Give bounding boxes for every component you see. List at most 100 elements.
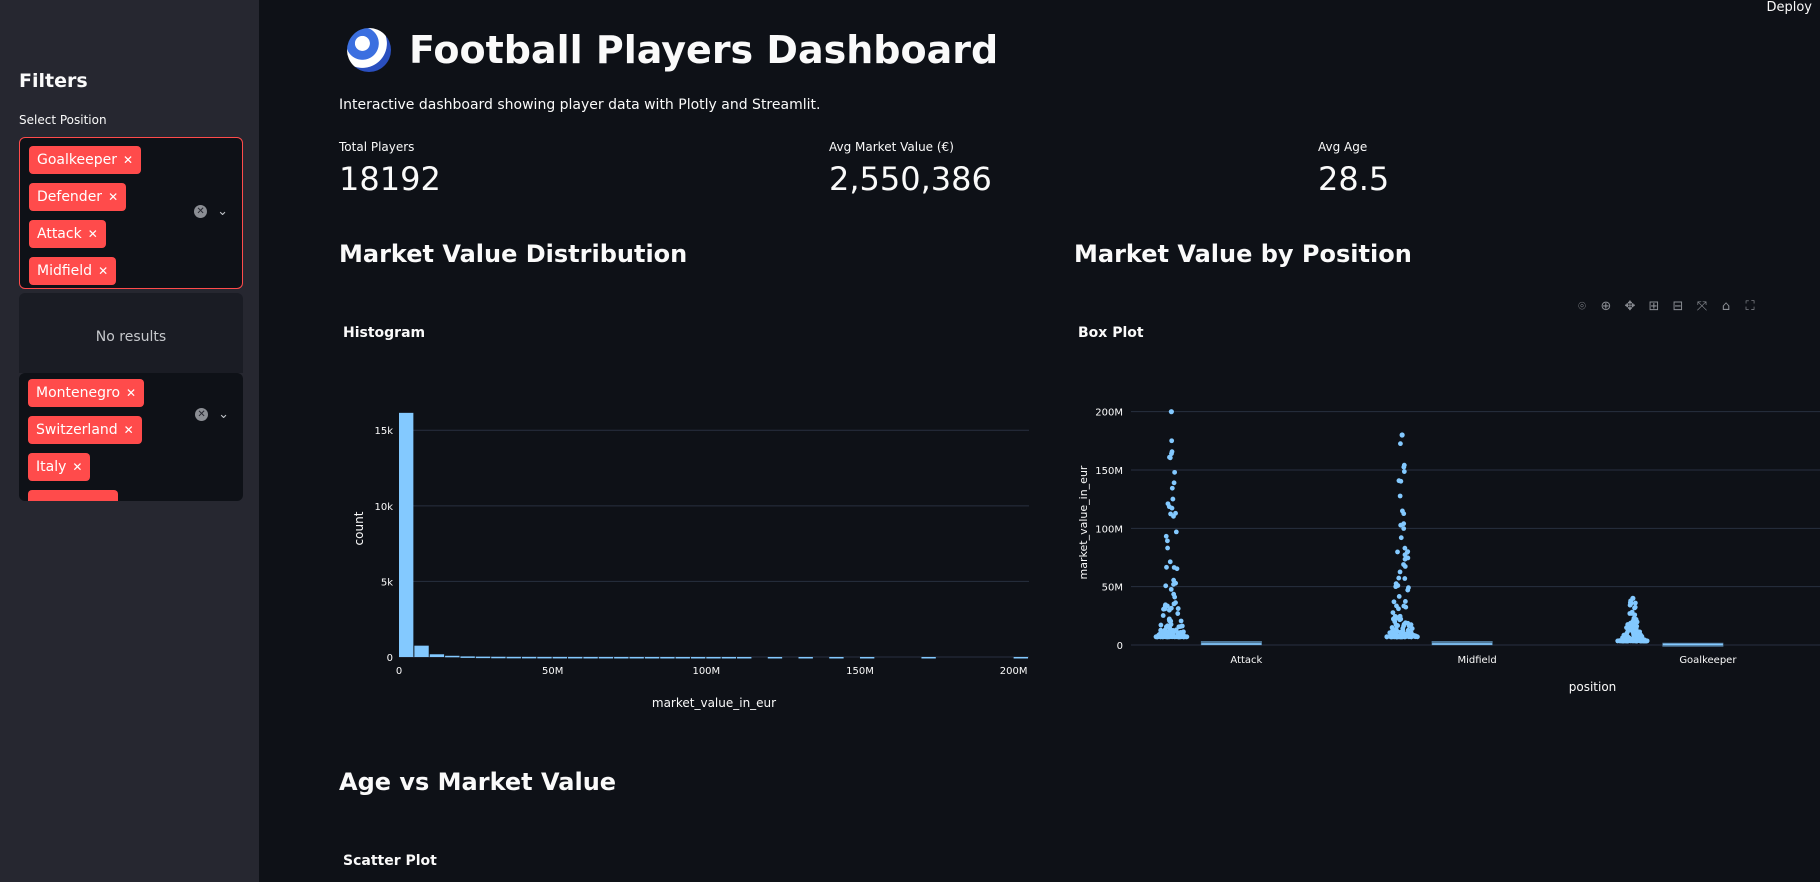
boxplot-chart[interactable]: 0 50M 100M 150M 200M Attack Midfield Goalkeeper… (1069, 390, 1820, 720)
tag-goalkeeper[interactable]: Goalkeeper ✕ (29, 146, 142, 174)
histogram-bar (706, 656, 721, 659)
histogram-bar (859, 656, 875, 659)
histogram-bar (721, 656, 737, 659)
position-filter-label: Select Position (19, 113, 107, 127)
outlier-point (1397, 613, 1403, 619)
histogram-bar (475, 656, 491, 659)
chevron-down-icon[interactable]: ⌄ (218, 407, 229, 422)
remove-tag-icon[interactable]: ✕ (126, 386, 137, 400)
outlier-point (1169, 438, 1175, 444)
outlier-point (1392, 613, 1398, 619)
zoom-icon[interactable]: ⊕ (1600, 299, 1612, 314)
outlier-point (1405, 555, 1411, 561)
outlier-point (1632, 604, 1638, 610)
outlier-point (1405, 627, 1411, 633)
histogram-bar (429, 654, 445, 657)
x-tick-label: 100M (692, 666, 720, 677)
remove-tag-icon[interactable]: ✕ (108, 190, 119, 204)
x-tick-label: 0 (396, 666, 402, 677)
remove-tag-icon[interactable]: ✕ (123, 423, 134, 437)
remove-tag-icon[interactable]: ✕ (72, 460, 83, 474)
deploy-button[interactable]: Deploy (1766, 0, 1812, 15)
outlier-point (1627, 602, 1633, 608)
outlier-point (1169, 505, 1175, 511)
tag-italy[interactable]: Italy ✕ (28, 453, 91, 481)
pan-icon[interactable]: ✥ (1624, 299, 1636, 314)
tag-defender[interactable]: Defender ✕ (29, 183, 127, 211)
outlier-point (1396, 594, 1402, 599)
max-outlier-point (1399, 432, 1405, 438)
outlier-point (1401, 603, 1407, 609)
histogram-chart[interactable]: 0 5k 10k 15k 0 50M 100M 150M 200M market_value_in… (339, 390, 1039, 720)
country-multiselect[interactable]: Montenegro ✕ Switzerland ✕ Italy ✕ ✕ ⌄ (19, 373, 243, 501)
tag-attack[interactable]: Attack ✕ (29, 220, 106, 248)
chevron-down-icon[interactable]: ⌄ (217, 204, 228, 219)
y-tick-label: 50M (1102, 583, 1123, 594)
page-header: Football Players Dashboard (347, 28, 998, 72)
home-icon[interactable]: ⌂ (1721, 299, 1731, 314)
histogram-bar (399, 412, 414, 657)
position-multiselect[interactable]: Goalkeeper ✕ Defender ✕ Attack ✕ Midfield ✕ … (19, 137, 243, 289)
no-results-text: No results (95, 329, 167, 345)
zoom-out-icon[interactable]: ⊟ (1672, 299, 1684, 314)
autoscale-icon[interactable]: ⤧ (1696, 299, 1708, 314)
tag-partial[interactable] (28, 490, 118, 501)
outlier-point (1397, 569, 1403, 575)
outlier-point (1164, 538, 1170, 544)
outlier-point (1395, 623, 1401, 628)
y-tick-label: 150M (1095, 466, 1123, 477)
page-subtitle: Interactive dashboard showing player dat… (339, 97, 821, 113)
clear-all-icon[interactable]: ✕ (194, 205, 208, 218)
metric-label: Total Players (339, 140, 415, 154)
tag-switzerland[interactable]: Switzerland ✕ (28, 416, 142, 444)
outlier-point (1642, 638, 1648, 644)
outlier-point (1401, 521, 1407, 527)
outlier-point (1172, 469, 1178, 475)
outlier-point (1397, 493, 1403, 499)
metric-value: 2,550,386 (829, 160, 992, 198)
outlier-point (1617, 638, 1622, 644)
fullscreen-icon[interactable]: ⛶ (1745, 299, 1755, 314)
outlier-point (1393, 626, 1399, 632)
outlier-point (1632, 600, 1638, 606)
page-title: Football Players Dashboard (409, 28, 999, 72)
remove-tag-icon[interactable]: ✕ (98, 264, 109, 278)
outlier-point (1173, 600, 1178, 606)
outlier-point (1401, 526, 1407, 531)
outlier-point (1402, 545, 1408, 551)
outlier-point (1401, 462, 1407, 468)
outlier-point (1401, 621, 1407, 627)
outlier-point (1390, 610, 1396, 616)
boxplot-subtitle: Box Plot (1078, 325, 1144, 341)
outlier-point (1163, 533, 1169, 539)
y-tick-label: 0 (387, 653, 393, 664)
outlier-point (1399, 632, 1405, 638)
outlier-point (1178, 618, 1184, 624)
zoom-in-icon[interactable]: ⊞ (1648, 299, 1660, 314)
y-tick-label: 100M (1095, 524, 1123, 535)
clear-all-icon[interactable]: ✕ (195, 408, 209, 421)
outlier-point (1165, 545, 1170, 551)
outlier-point (1405, 587, 1411, 593)
outlier-point (1158, 622, 1164, 628)
tag-midfield[interactable]: Midfield ✕ (29, 257, 117, 285)
outlier-point (1168, 586, 1174, 592)
outlier-point (1634, 632, 1640, 638)
metric-avg-age: Avg Age 28.5 (1318, 140, 1389, 198)
remove-tag-icon[interactable]: ✕ (122, 153, 134, 167)
plot-modebar: ⌾ ⊕ ✥ ⊞ ⊟ ⤧ ⌂ ⛶ (1575, 300, 1757, 314)
outlier-point (1622, 633, 1628, 639)
outlier-point (1391, 599, 1397, 605)
histogram-bar (414, 645, 429, 657)
metric-total-players: Total Players 18192 (339, 140, 441, 198)
remove-tag-icon[interactable]: ✕ (87, 227, 98, 241)
camera-icon[interactable]: ⌾ (1578, 299, 1586, 314)
dropdown-menu: No results (19, 293, 243, 373)
y-tick-label: 15k (374, 426, 393, 437)
metric-label: Avg Market Value (€) (829, 140, 954, 154)
outlier-point (1389, 625, 1395, 630)
x-axis-label: position (1569, 680, 1617, 694)
x-tick-label: 50M (542, 666, 563, 677)
tag-montenegro[interactable]: Montenegro ✕ (28, 379, 145, 407)
x-tick-label: 150M (846, 666, 874, 677)
